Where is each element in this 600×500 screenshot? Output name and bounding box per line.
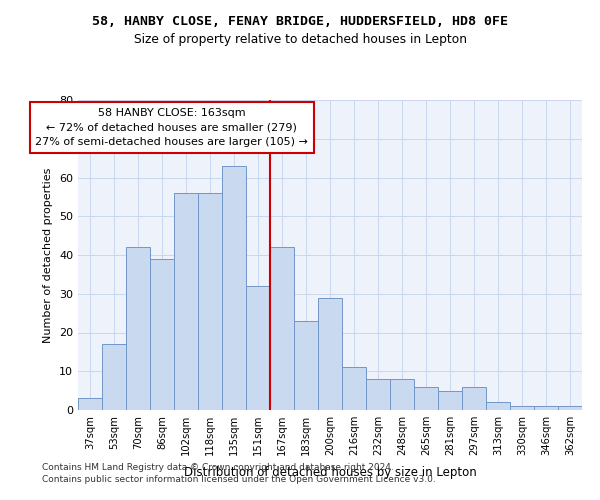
Bar <box>486 402 510 410</box>
Bar <box>294 321 318 410</box>
X-axis label: Distribution of detached houses by size in Lepton: Distribution of detached houses by size … <box>184 466 476 479</box>
Bar <box>150 259 174 410</box>
Bar <box>462 387 486 410</box>
Bar <box>558 406 582 410</box>
Text: Contains HM Land Registry data © Crown copyright and database right 2024.: Contains HM Land Registry data © Crown c… <box>42 464 394 472</box>
Bar <box>102 344 126 410</box>
Bar <box>510 406 534 410</box>
Bar <box>270 247 294 410</box>
Bar <box>174 193 198 410</box>
Bar <box>318 298 342 410</box>
Text: 58 HANBY CLOSE: 163sqm
← 72% of detached houses are smaller (279)
27% of semi-de: 58 HANBY CLOSE: 163sqm ← 72% of detached… <box>35 108 308 148</box>
Bar <box>342 368 366 410</box>
Text: Contains public sector information licensed under the Open Government Licence v3: Contains public sector information licen… <box>42 475 436 484</box>
Bar <box>414 387 438 410</box>
Text: Size of property relative to detached houses in Lepton: Size of property relative to detached ho… <box>133 32 467 46</box>
Bar <box>126 247 150 410</box>
Bar <box>198 193 222 410</box>
Bar <box>222 166 246 410</box>
Bar <box>366 379 390 410</box>
Bar <box>390 379 414 410</box>
Bar <box>438 390 462 410</box>
Bar <box>534 406 558 410</box>
Text: 58, HANBY CLOSE, FENAY BRIDGE, HUDDERSFIELD, HD8 0FE: 58, HANBY CLOSE, FENAY BRIDGE, HUDDERSFI… <box>92 15 508 28</box>
Bar <box>78 398 102 410</box>
Y-axis label: Number of detached properties: Number of detached properties <box>43 168 53 342</box>
Bar <box>246 286 270 410</box>
